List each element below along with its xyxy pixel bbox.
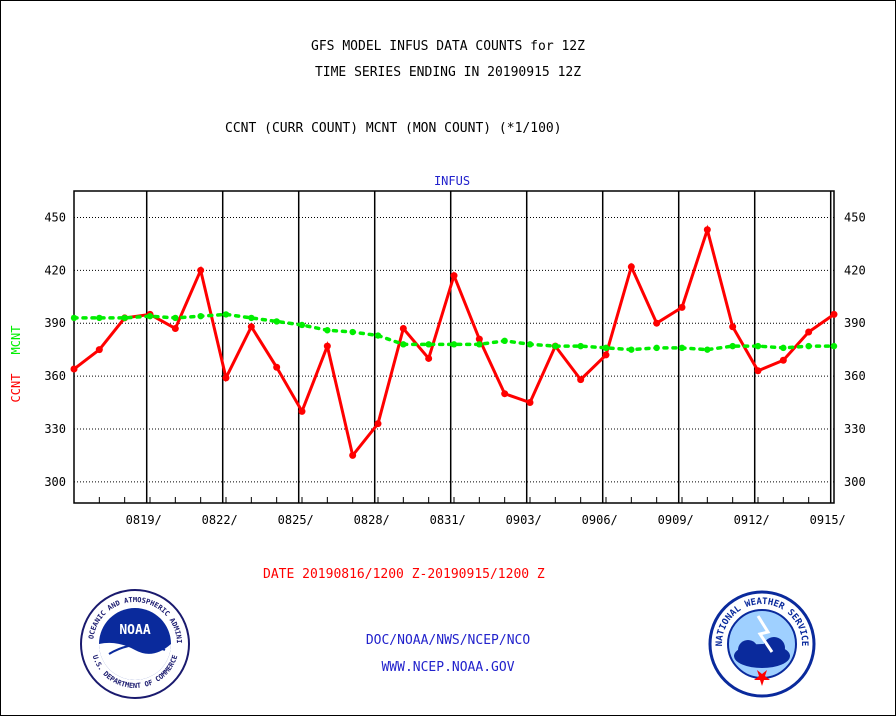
data-point-mcnt: [552, 342, 559, 350]
data-point-ccnt: [95, 346, 103, 354]
data-point-ccnt: [349, 451, 357, 459]
data-point-mcnt: [450, 341, 458, 348]
data-point-mcnt: [805, 342, 812, 350]
y-tick-label-left: 300: [44, 475, 66, 489]
chart-subtitle: CCNT (CURR COUNT) MCNT (MON COUNT) (*1/1…: [225, 121, 562, 136]
noaa-logo-text: NOAA: [119, 623, 150, 638]
data-point-ccnt: [399, 324, 407, 332]
data-point-ccnt: [653, 319, 661, 327]
data-point-ccnt: [779, 356, 787, 364]
data-point-ccnt: [222, 374, 230, 382]
y-tick-label-right: 390: [844, 316, 866, 330]
data-point-ccnt: [323, 342, 331, 350]
data-point-mcnt: [96, 314, 103, 322]
data-point-mcnt: [628, 346, 635, 353]
y-tick-label-right: 330: [844, 422, 866, 436]
data-point-mcnt: [729, 342, 736, 350]
data-point-ccnt: [197, 266, 205, 274]
data-point-mcnt: [70, 314, 78, 322]
date-range-label: DATE 20190816/1200 Z-20190915/1200 Z: [263, 567, 545, 582]
data-point-mcnt: [653, 344, 660, 352]
data-point-ccnt: [577, 376, 585, 384]
data-point-mcnt: [602, 344, 610, 352]
y-tick-label-left: 390: [44, 316, 66, 330]
y-tick-label-right: 360: [844, 369, 866, 383]
x-tick-label: 0828/: [354, 513, 390, 527]
y-tick-label-left: 330: [44, 422, 66, 436]
axis-layer: 300 300 330 330 360 360 390 390 420 420 450 450 0819…: [44, 190, 866, 527]
y-tick-label-right: 420: [844, 263, 866, 277]
data-point-ccnt: [475, 335, 483, 343]
x-tick-label: 0831/: [430, 513, 466, 527]
data-point-mcnt: [425, 341, 432, 348]
data-point-ccnt: [703, 226, 711, 234]
data-point-ccnt: [501, 390, 509, 398]
x-tick-label: 0825/: [278, 513, 314, 527]
footer-url: WWW.NCEP.NOAA.GOV: [381, 660, 515, 675]
x-tick-label: 0915/: [810, 513, 846, 527]
data-point-mcnt: [222, 311, 230, 318]
data-point-mcnt: [704, 346, 711, 353]
y-label-mcnt: MCNT: [9, 326, 23, 355]
data-point-ccnt: [450, 272, 458, 280]
data-point-ccnt: [526, 399, 534, 407]
data-point-mcnt: [400, 341, 407, 348]
data-point-ccnt: [729, 323, 737, 331]
data-point-mcnt: [349, 328, 356, 336]
data-point-ccnt: [678, 303, 686, 311]
data-point-ccnt: [425, 354, 433, 362]
y-label-ccnt: CCNT: [9, 374, 23, 403]
x-tick-label: 0909/: [658, 513, 694, 527]
data-point-mcnt: [678, 344, 686, 352]
data-point-ccnt: [171, 324, 179, 332]
footer-org: DOC/NOAA/NWS/NCEP/NCO: [365, 633, 531, 648]
data-point-ccnt: [374, 420, 382, 428]
data-point-ccnt: [627, 263, 635, 271]
data-point-mcnt: [197, 312, 204, 320]
data-point-mcnt: [526, 341, 534, 348]
data-point-mcnt: [298, 321, 306, 329]
data-point-mcnt: [780, 344, 787, 352]
data-point-mcnt: [754, 342, 762, 350]
data-point-ccnt: [805, 328, 813, 336]
data-point-mcnt: [146, 312, 154, 320]
data-point-mcnt: [273, 318, 280, 325]
data-point-mcnt: [501, 337, 508, 345]
data-point-mcnt: [374, 332, 382, 339]
x-tick-label: 0819/: [126, 513, 162, 527]
data-point-ccnt: [273, 363, 281, 371]
nws-logo: NATIONAL WEATHER SERVICE: [708, 590, 816, 698]
grid-layer: [74, 191, 834, 503]
y-tick-label-right: 300: [844, 475, 866, 489]
x-tick-label: 0912/: [734, 513, 770, 527]
data-point-mcnt: [172, 314, 179, 322]
chart-title-line1: GFS MODEL INFUS DATA COUNTS for 12Z: [311, 39, 585, 54]
series-layer: [70, 224, 838, 459]
data-point-mcnt: [248, 314, 255, 322]
chart-title-line2: TIME SERIES ENDING IN 20190915 12Z: [314, 65, 582, 80]
data-point-mcnt: [830, 342, 838, 350]
panel-label: INFUS: [434, 174, 470, 188]
data-point-mcnt: [121, 314, 128, 322]
y-tick-label-left: 360: [44, 369, 66, 383]
data-point-ccnt: [247, 323, 255, 331]
x-tick-label: 0822/: [202, 513, 238, 527]
data-point-mcnt: [324, 327, 331, 334]
data-point-ccnt: [602, 351, 610, 359]
data-point-mcnt: [476, 341, 483, 348]
x-tick-label: 0906/: [582, 513, 618, 527]
y-tick-label-left: 420: [44, 263, 66, 277]
noaa-logo: NOAA NATIONAL OCEANIC AND ATMOSPHERIC AD…: [79, 588, 190, 699]
data-point-ccnt: [830, 310, 838, 318]
x-tick-label: 0903/: [506, 513, 542, 527]
y-tick-label-left: 450: [44, 210, 66, 224]
y-tick-label-right: 450: [844, 210, 866, 224]
data-point-mcnt: [577, 342, 584, 350]
data-point-ccnt: [70, 365, 78, 373]
data-point-ccnt: [754, 367, 762, 375]
data-point-ccnt: [298, 407, 306, 415]
